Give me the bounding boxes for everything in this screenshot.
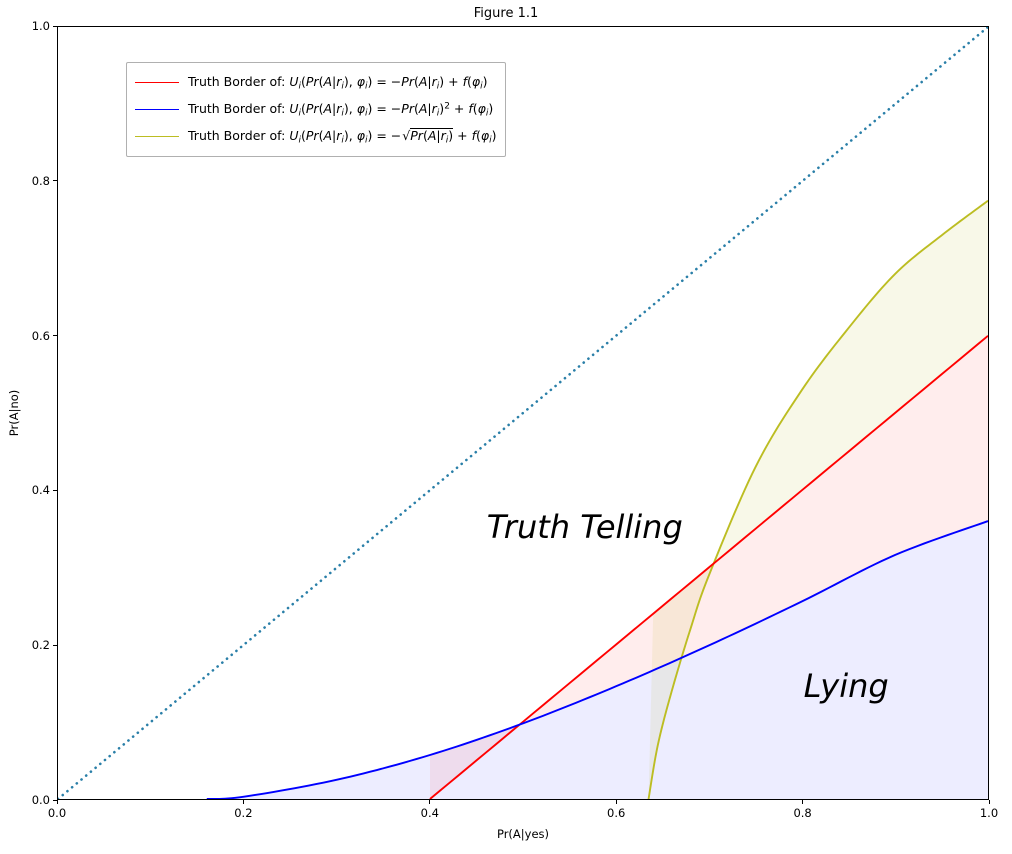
x-tick-mark xyxy=(615,800,617,804)
y-tick-mark xyxy=(53,25,57,27)
y-tick-mark xyxy=(53,335,57,337)
x-tick-mark xyxy=(56,800,58,804)
x-tick-mark xyxy=(429,800,431,804)
y-axis-label: Pr(A|no) xyxy=(7,389,21,437)
y-tick-mark xyxy=(53,489,57,491)
diagonal-reference-line xyxy=(58,27,988,799)
yellow-fill-region xyxy=(648,200,988,799)
blue-truth-border-line xyxy=(206,520,988,799)
y-axis-label-wrap: Pr(A|no) xyxy=(7,0,34,854)
legend-blue-swatch xyxy=(135,109,179,110)
legend-item-red: Truth Border of: Ui(Pr(A|ri), φi) = −Pr(… xyxy=(135,69,497,96)
lying-label: Lying xyxy=(803,666,889,705)
x-tick-mark xyxy=(242,800,244,804)
x-tick-label: 0.4 xyxy=(420,806,439,820)
yellow-truth-border-line xyxy=(647,199,988,799)
y-tick-label: 0.2 xyxy=(31,638,50,653)
x-tick-mark xyxy=(988,800,990,804)
x-tick-label: 0.0 xyxy=(47,806,67,820)
x-tick-label: 1.0 xyxy=(979,806,999,820)
legend-yellow-swatch xyxy=(135,136,179,137)
x-tick-mark xyxy=(802,800,804,804)
y-tick-mark xyxy=(53,799,57,801)
y-tick-label: 0.8 xyxy=(31,173,50,188)
y-tick-label: 0.0 xyxy=(31,793,50,807)
blue-fill-region xyxy=(206,521,988,799)
x-tick-label: 0.6 xyxy=(607,806,626,820)
figure-title: Figure 1.1 xyxy=(473,6,539,21)
legend-item-blue: Truth Border of: Ui(Pr(A|ri), φi) = −Pr(… xyxy=(135,96,497,123)
x-axis-label: Pr(A|yes) xyxy=(496,827,550,841)
legend-blue-label: Truth Border of: Ui(Pr(A|ri), φi) = −Pr(… xyxy=(188,100,494,119)
legend: Truth Border of: Ui(Pr(A|ri), φi) = −Pr(… xyxy=(126,62,506,157)
x-tick-label: 0.8 xyxy=(793,806,812,820)
y-tick-label: 1.0 xyxy=(31,19,50,33)
y-tick-label: 0.4 xyxy=(31,483,50,498)
plot-svg xyxy=(58,27,988,799)
y-tick-mark xyxy=(53,180,57,182)
legend-red-label: Truth Border of: Ui(Pr(A|ri), φi) = −Pr(… xyxy=(188,73,488,92)
truth-telling-label: Truth Telling xyxy=(486,508,683,547)
y-tick-mark xyxy=(53,644,57,646)
y-tick-label: 0.6 xyxy=(31,328,50,343)
legend-red-swatch xyxy=(135,82,179,83)
legend-item-yellow: Truth Border of: Ui(Pr(A|ri), φi) = −√ Pr… xyxy=(135,123,497,150)
red-truth-border-line xyxy=(429,335,988,799)
plot-axes: Truth Telling Lying Truth Border of: Ui(… xyxy=(57,26,989,800)
legend-yellow-label: Truth Border of: Ui(Pr(A|ri), φi) = −√ Pr… xyxy=(188,127,497,146)
x-tick-label: 0.2 xyxy=(234,806,253,820)
